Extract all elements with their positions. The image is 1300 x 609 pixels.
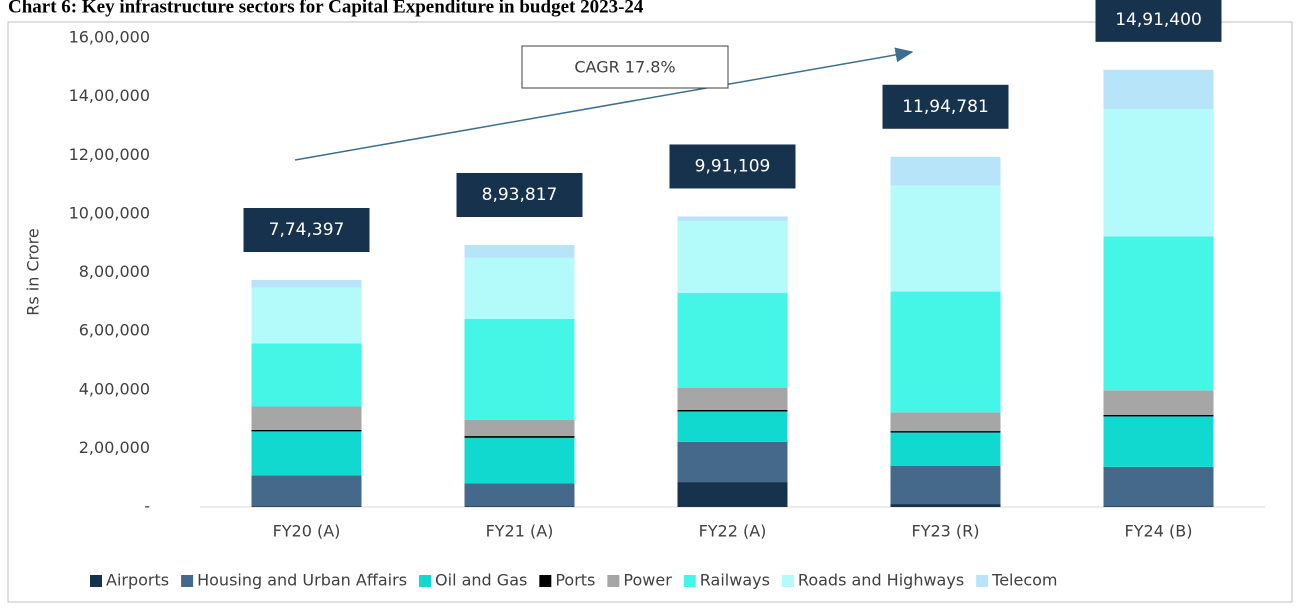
total-label: 7,74,397 [269, 220, 345, 240]
bar-segment [677, 216, 788, 221]
y-tick-label: 4,00,000 [79, 379, 150, 398]
bar-segment [464, 318, 575, 420]
y-tick-label: 12,00,000 [69, 145, 150, 164]
bar-segment [251, 343, 362, 407]
total-label: 11,94,781 [902, 97, 989, 117]
total-box [243, 208, 370, 253]
y-axis-label: Rs in Crore [24, 228, 43, 315]
legend-swatch [683, 575, 696, 587]
bar-segment [251, 406, 362, 430]
bar-segment [890, 156, 1001, 186]
legend-swatch [607, 575, 620, 587]
legend-label: Ports [555, 571, 595, 590]
bar-segment [251, 475, 362, 507]
y-tick-label: 16,00,000 [69, 28, 150, 47]
bar-segment [464, 244, 575, 258]
legend-swatch [539, 575, 552, 587]
total-box [456, 172, 583, 217]
bar-segment [1103, 236, 1214, 391]
bar-segment [251, 429, 362, 432]
bar-segment [251, 280, 362, 288]
legend-swatch [90, 575, 102, 587]
annotation-box [521, 45, 729, 89]
total-label: 9,91,109 [695, 156, 771, 176]
legend-label: Roads and Highways [798, 571, 964, 590]
bar-segment [1103, 466, 1214, 507]
bar-segment [464, 437, 575, 484]
bar-segment [464, 483, 575, 507]
total-label: 14,91,400 [1115, 10, 1202, 30]
x-tick-label: FY23 (R) [911, 522, 979, 541]
bar-segment [1103, 109, 1214, 237]
total-box [1095, 0, 1222, 42]
legend-label: Housing and Urban Affairs [197, 571, 407, 590]
legend-swatch [976, 575, 989, 587]
bar-segment [890, 432, 1001, 466]
bar-segment [251, 287, 362, 344]
legend-label: Railways [700, 571, 770, 590]
bar-segment [677, 409, 788, 412]
legend-label: Airports [106, 571, 169, 590]
bar-segment [1103, 416, 1214, 467]
legend-label: Power [623, 571, 672, 590]
bar-segment [677, 441, 788, 483]
bar-segment [890, 291, 1001, 413]
bar-segment [1103, 390, 1214, 415]
bar-segment [1103, 69, 1214, 110]
legend-label: Oil and Gas [435, 571, 527, 590]
legend-swatch [181, 575, 194, 587]
y-tick-label: - [144, 497, 150, 516]
chart-title: Chart 6: Key infrastructure sectors for … [8, 0, 644, 17]
bar-segment [464, 419, 575, 437]
total-label: 8,93,817 [482, 185, 558, 205]
bar-segment [677, 293, 788, 388]
y-tick-label: 10,00,000 [69, 203, 150, 222]
cagr-arrow [294, 47, 914, 161]
bar-segment [890, 185, 1001, 292]
bar-segment [1103, 506, 1214, 507]
bar-segment [1103, 414, 1214, 417]
bar-segment [464, 257, 575, 319]
x-tick-label: FY21 (A) [486, 522, 554, 541]
legend-swatch [781, 575, 794, 587]
y-tick-label: 14,00,000 [69, 86, 150, 105]
bar-segment [677, 387, 788, 410]
y-tick-label: 8,00,000 [79, 262, 150, 281]
total-box [882, 84, 1009, 129]
y-tick-label: 6,00,000 [79, 321, 150, 340]
legend-label: Telecom [991, 571, 1057, 590]
bar-segment [677, 482, 788, 507]
bar-segment [677, 411, 788, 442]
bar-segment [251, 431, 362, 476]
y-tick-label: 2,00,000 [79, 438, 150, 457]
bar-segment [890, 504, 1001, 507]
bar-segment [890, 431, 1001, 433]
frame [7, 21, 1293, 603]
x-tick-label: FY24 (B) [1125, 522, 1193, 541]
bar-segment [251, 506, 362, 507]
total-box [669, 144, 796, 189]
bar-segment [890, 412, 1001, 432]
annotation: CAGR 17.8% [574, 58, 675, 77]
bar-segment [677, 220, 788, 294]
x-tick-label: FY22 (A) [699, 522, 767, 541]
bar-segment [890, 465, 1001, 505]
legend-swatch [419, 575, 432, 587]
bar-segment [464, 436, 575, 438]
bar-segment [464, 506, 575, 507]
x-tick-label: FY20 (A) [273, 522, 341, 541]
